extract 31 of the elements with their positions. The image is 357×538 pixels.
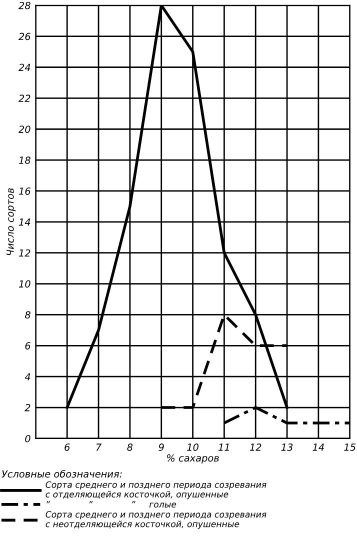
y-tick-label: 18 <box>18 156 30 164</box>
y-tick-label: 26 <box>18 32 30 40</box>
x-tick-label: 13 <box>281 444 293 451</box>
legend-label: Сорта среднего и позднего периода созревания с отделяющейся косточкой, опушенные <box>46 481 266 500</box>
legend-label: ” ” ” голые <box>46 501 176 508</box>
y-tick-label: 28 <box>18 2 30 10</box>
y-tick-label: 10 <box>18 280 30 288</box>
y-axis-title: Число сортов <box>6 188 16 256</box>
x-tick-label: 14 <box>312 444 324 451</box>
x-tick-label: 12 <box>250 444 262 451</box>
y-tick-label: 8 <box>24 311 30 319</box>
y-tick-label: 6 <box>25 342 30 350</box>
y-tick-label: 22 <box>18 94 30 102</box>
y-tick-label: 12 <box>18 249 30 257</box>
x-tick-label: 10 <box>187 444 198 451</box>
y-tick-label: 16 <box>18 187 30 195</box>
legend-title: Условные обозначения: <box>2 470 122 478</box>
y-tick-label: 2 <box>24 404 30 412</box>
x-axis-title: % сахаров <box>167 454 219 464</box>
y-tick-label: 0 <box>25 434 30 442</box>
legend-label: Сорта среднего и позднего периода созревания с неотделяющейся косточкой, опушенные <box>46 511 266 529</box>
x-tick-label: 11 <box>218 444 229 451</box>
y-tick-label: 24 <box>18 64 30 71</box>
y-tick-label: 4 <box>24 373 30 380</box>
y-tick-label: 20 <box>18 126 30 133</box>
x-tick-label: 7 <box>96 444 102 451</box>
x-tick-label: 6 <box>64 444 70 451</box>
x-tick-label: 9 <box>158 444 164 451</box>
x-tick-label: 8 <box>127 444 133 451</box>
y-tick-label: 14 <box>18 218 30 226</box>
x-tick-label: 15 <box>344 444 356 451</box>
